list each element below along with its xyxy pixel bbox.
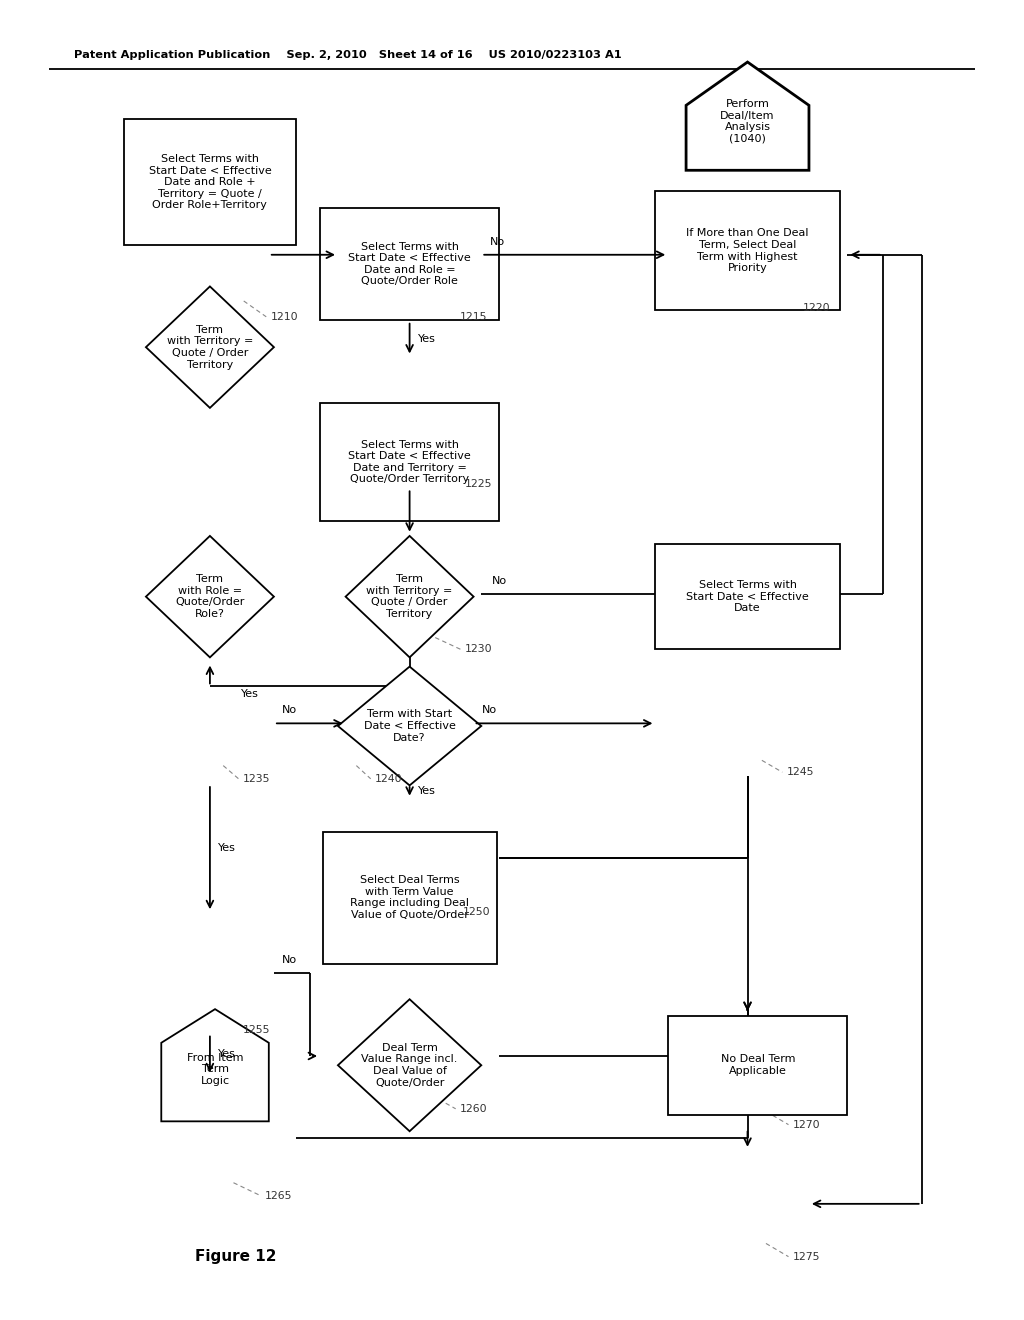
Text: No: No — [282, 705, 297, 715]
Text: 1245: 1245 — [786, 767, 814, 777]
Polygon shape — [145, 286, 273, 408]
Text: Select Deal Terms
with Term Value
Range including Deal
Value of Quote/Order: Select Deal Terms with Term Value Range … — [350, 875, 469, 920]
Polygon shape — [346, 536, 473, 657]
Text: Yes: Yes — [218, 843, 236, 853]
Text: No: No — [482, 705, 497, 715]
Text: No: No — [489, 236, 505, 247]
Polygon shape — [686, 62, 809, 170]
Text: Deal Term
Value Range incl.
Deal Value of
Quote/Order: Deal Term Value Range incl. Deal Value o… — [361, 1043, 458, 1088]
Text: Term
with Territory =
Quote / Order
Territory: Term with Territory = Quote / Order Terr… — [167, 325, 253, 370]
Text: Select Terms with
Start Date < Effective
Date and Role =
Quote/Order Role: Select Terms with Start Date < Effective… — [348, 242, 471, 286]
Text: 1220: 1220 — [803, 302, 830, 313]
Text: Yes: Yes — [418, 787, 435, 796]
Text: 1275: 1275 — [793, 1251, 820, 1262]
Text: 1240: 1240 — [375, 774, 402, 784]
Bar — [655, 191, 840, 310]
Text: 1250: 1250 — [463, 907, 490, 917]
Text: If More than One Deal
Term, Select Deal
Term with Highest
Priority: If More than One Deal Term, Select Deal … — [686, 228, 809, 273]
Text: No: No — [492, 576, 507, 586]
Bar — [655, 544, 840, 649]
Text: Select Terms with
Start Date < Effective
Date and Role +
Territory = Quote /
Ord: Select Terms with Start Date < Effective… — [148, 154, 271, 210]
Text: No Deal Term
Applicable: No Deal Term Applicable — [721, 1055, 795, 1076]
Text: 1255: 1255 — [243, 1024, 270, 1035]
Text: 1210: 1210 — [270, 312, 298, 322]
Text: 1225: 1225 — [465, 479, 493, 490]
Polygon shape — [338, 999, 481, 1131]
Bar — [124, 120, 296, 244]
Text: Term
with Role =
Quote/Order
Role?: Term with Role = Quote/Order Role? — [175, 574, 245, 619]
Text: Figure 12: Figure 12 — [195, 1249, 276, 1265]
Text: 1265: 1265 — [265, 1191, 293, 1201]
Text: 1230: 1230 — [465, 644, 493, 655]
Polygon shape — [162, 1008, 268, 1122]
Polygon shape — [338, 667, 481, 785]
Text: No: No — [282, 954, 297, 965]
Bar — [319, 207, 500, 319]
Text: From Item
Term
Logic: From Item Term Logic — [186, 1052, 244, 1086]
Text: Yes: Yes — [418, 334, 435, 343]
Text: 1270: 1270 — [793, 1119, 820, 1130]
Text: Term with Start
Date < Effective
Date?: Term with Start Date < Effective Date? — [364, 709, 456, 743]
Polygon shape — [145, 536, 273, 657]
Bar — [319, 403, 500, 521]
Text: Patent Application Publication    Sep. 2, 2010   Sheet 14 of 16    US 2010/02231: Patent Application Publication Sep. 2, 2… — [74, 50, 622, 61]
Text: Perform
Deal/Item
Analysis
(1040): Perform Deal/Item Analysis (1040) — [720, 99, 775, 144]
Text: 1235: 1235 — [243, 774, 270, 784]
Text: Yes: Yes — [241, 689, 258, 700]
Text: Yes: Yes — [218, 1049, 236, 1060]
Text: Term
with Territory =
Quote / Order
Territory: Term with Territory = Quote / Order Terr… — [367, 574, 453, 619]
Text: Select Terms with
Start Date < Effective
Date and Territory =
Quote/Order Territ: Select Terms with Start Date < Effective… — [348, 440, 471, 484]
Bar — [323, 832, 497, 964]
Text: 1260: 1260 — [460, 1104, 487, 1114]
Text: Select Terms with
Start Date < Effective
Date: Select Terms with Start Date < Effective… — [686, 579, 809, 614]
Text: 1215: 1215 — [460, 312, 487, 322]
Bar — [668, 1016, 847, 1114]
